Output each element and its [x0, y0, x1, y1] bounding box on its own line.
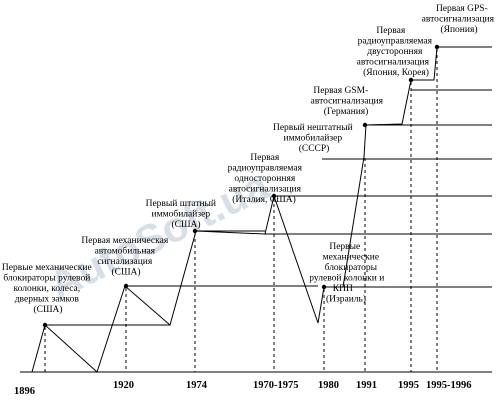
milestone-line: Первый нештатный	[273, 122, 353, 133]
milestone-line: (США)	[33, 304, 62, 315]
milestone-line: Первая механическая	[81, 236, 168, 246]
milestone-line: (США)	[171, 219, 200, 230]
milestone-line: Первая GSM-	[313, 86, 368, 96]
milestone-line: автосигнализация	[422, 15, 495, 25]
milestone-line: (Италия, США)	[232, 194, 295, 205]
milestone-label: Первая радиоуправляемая двусторонняя авт…	[357, 26, 435, 78]
year-label: 1980	[318, 380, 339, 391]
milestone-line: сигнализация	[97, 257, 153, 267]
milestone-line: (Германия)	[324, 106, 369, 117]
year-label: 1974	[186, 380, 208, 391]
milestone-line: автосигнализация	[229, 185, 302, 195]
milestone-label: Первая механическая автомобильная сигнал…	[81, 236, 170, 278]
milestone-line: Первые механические	[2, 263, 92, 273]
milestone-line: радиоуправляемая	[358, 37, 433, 47]
milestone-line: КПП	[333, 284, 353, 294]
year-labels: 1896 1920 1974 1970-1975 1980 1991 1995 …	[14, 380, 472, 397]
milestone-line: радиоуправляемая	[228, 164, 303, 174]
milestone-line: (Япония)	[440, 24, 477, 35]
milestone-label: Первый нештатный иммобилайзер (СССР)	[273, 122, 355, 154]
milestone-line: колонки, колеса,	[13, 284, 80, 294]
milestone-line: иммобилайзер	[284, 133, 343, 144]
milestone-line: блокираторы рулевой	[3, 273, 90, 284]
milestone-line: блокираторы	[325, 262, 378, 273]
milestone-line: иммобилайзер	[152, 209, 211, 220]
milestone-line: Первый штатный	[146, 198, 216, 209]
milestone-line: автосигнализация	[311, 97, 384, 107]
milestone-points	[42, 44, 440, 328]
year-label: 1995-1996	[426, 380, 472, 391]
milestone-line: дверных замков	[15, 295, 80, 305]
milestone-line: Первые	[329, 242, 360, 252]
milestone-label: Первый штатный иммобилайзер (США)	[146, 198, 219, 230]
milestone-label: Первая радиоуправляемая односторонняя ав…	[228, 153, 305, 205]
year-label: 1991	[356, 380, 377, 391]
year-label: 1920	[113, 380, 134, 391]
milestone-line: рулевой колонки и	[309, 273, 384, 284]
milestone-line: (США)	[111, 267, 140, 278]
milestone-label: Первые механические блокираторы рулевой …	[2, 263, 94, 315]
milestone-label: Первая GSM- автосигнализация (Германия)	[311, 86, 386, 117]
milestone-line: механические	[323, 253, 379, 263]
milestone-line: (Япония, Корея)	[363, 67, 429, 78]
milestone-line: Первая GPS-	[436, 4, 488, 14]
milestone-label: Первые механические блокираторы рулевой …	[309, 242, 386, 305]
milestone-line: Первая	[250, 153, 279, 163]
milestone-line: двусторонняя	[367, 47, 423, 57]
year-label: 1896	[14, 386, 35, 397]
milestone-line: автомобильная	[95, 246, 156, 257]
year-drop-lines	[44, 49, 438, 372]
milestone-label: Первая GPS- автосигнализация (Япония)	[422, 4, 497, 35]
year-label: 1970-1975	[253, 380, 299, 391]
milestone-line: односторонняя	[234, 174, 295, 184]
year-label: 1995	[398, 380, 419, 391]
milestone-line: Первая	[376, 26, 405, 36]
milestone-line: (СССР)	[299, 143, 330, 154]
level-lines	[45, 46, 492, 326]
progress-staircase	[31, 46, 447, 373]
milestone-line: автосигнализация	[357, 58, 430, 68]
milestone-labels: Первые механические блокираторы рулевой …	[2, 4, 497, 315]
milestone-line: (Израиль)	[326, 294, 366, 305]
